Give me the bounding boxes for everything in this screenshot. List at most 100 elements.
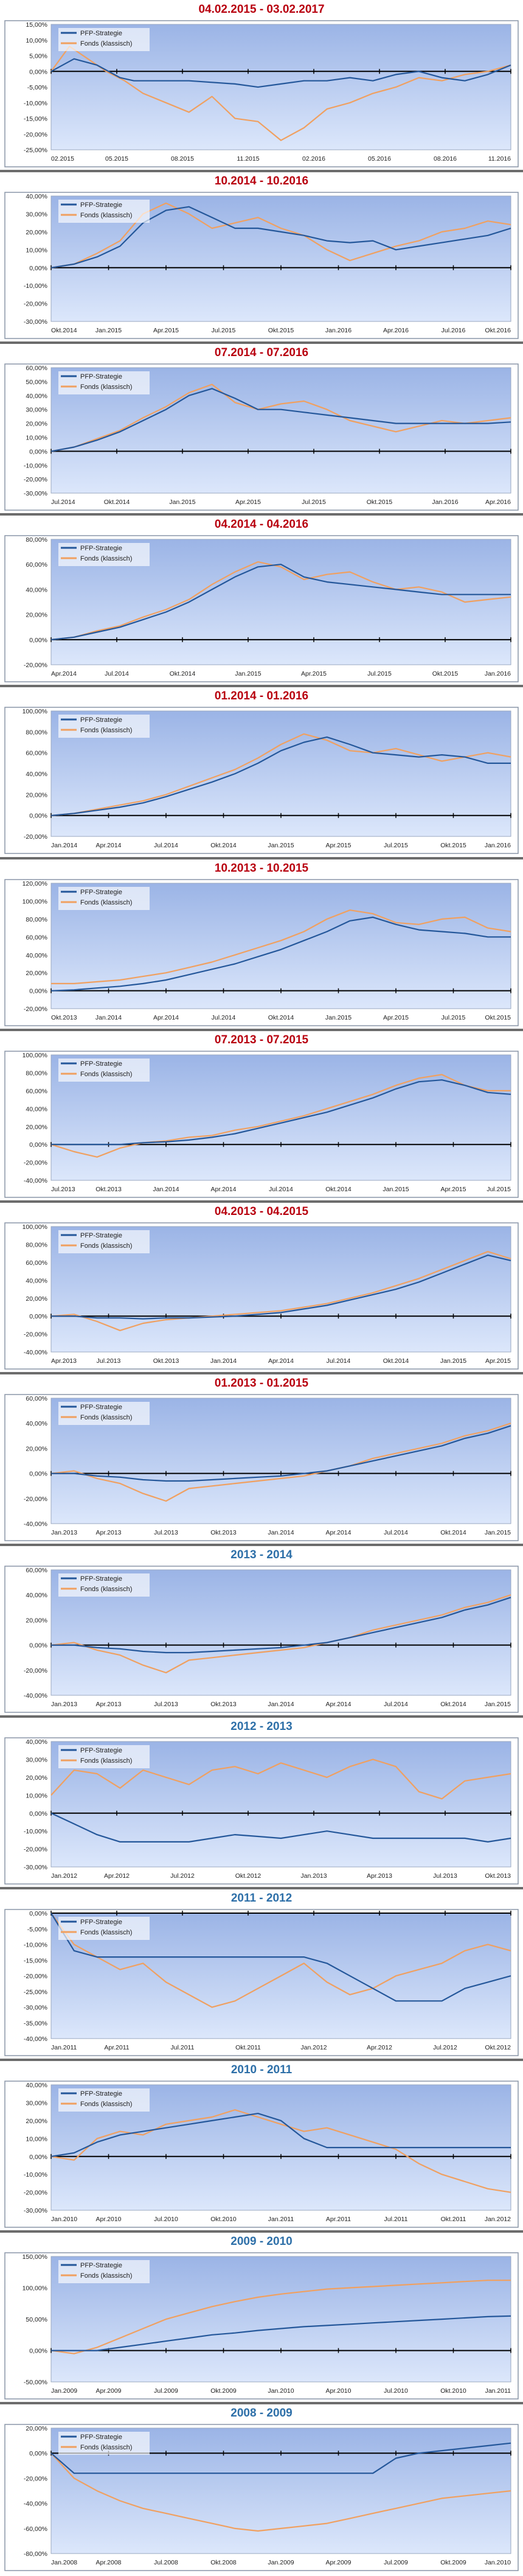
x-tick-label: Okt.2012: [485, 2045, 511, 2051]
x-tick-label: Jul.2011: [171, 2045, 195, 2051]
x-tick-label: Jan.2016: [325, 327, 352, 334]
y-tick-label: 40,00%: [26, 194, 47, 200]
x-tick-label: Jan.2015: [325, 1015, 352, 1021]
x-tick-label: Okt.2014: [268, 1015, 294, 1021]
y-tick-label: 120,00%: [23, 880, 47, 887]
chart-title: 01.2014 - 01.2016: [214, 690, 309, 703]
legend-label: PFP-Strategie: [80, 1060, 122, 1068]
line-chart: 100,00% 80,00% 60,00% 40,00% 20,00% 0,00% -20,…: [4, 1050, 519, 1198]
x-tick-label: Jul.2008: [154, 2560, 178, 2566]
x-tick-label: Okt.2013: [210, 1701, 237, 1708]
line-chart: 150,00% 100,00% 50,00% 0,00% -50,00% Jan.2009…: [4, 2252, 519, 2400]
y-tick-label: -10,00%: [24, 2172, 47, 2179]
x-tick-label: Jul.2014: [269, 1186, 293, 1193]
x-tick-label: Apr.2015: [383, 1015, 409, 1021]
line-chart: 60,00% 50,00% 40,00% 30,00% 20,00% 10,00% 0,00…: [4, 363, 519, 511]
y-tick-label: -30,00%: [24, 1864, 47, 1871]
legend: [58, 2432, 150, 2455]
y-tick-label: -30,00%: [24, 2208, 47, 2214]
x-tick-label: Jan.2008: [51, 2560, 77, 2566]
legend: [58, 886, 150, 910]
y-tick-label: 60,00%: [26, 562, 47, 569]
y-tick-label: 30,00%: [26, 1757, 47, 1763]
legend-label: PFP-Strategie: [80, 2090, 122, 2098]
x-tick-label: Jan.2016: [485, 842, 511, 849]
y-tick-label: -80,00%: [24, 2551, 47, 2558]
legend-label: Fonds (klassisch): [80, 2101, 132, 2108]
legend-label: Fonds (klassisch): [80, 2444, 132, 2451]
legend-label: Fonds (klassisch): [80, 727, 132, 734]
y-tick-label: 20,00%: [26, 2118, 47, 2125]
y-tick-label: 20,00%: [26, 970, 47, 977]
x-tick-label: Jul.2014: [384, 1530, 408, 1536]
legend-label: Fonds (klassisch): [80, 1929, 132, 1936]
y-tick-label: 80,00%: [26, 1242, 47, 1248]
y-tick-label: 10,00%: [26, 38, 47, 44]
legend: [58, 1230, 150, 1253]
y-tick-label: 60,00%: [26, 1088, 47, 1094]
x-tick-label: Jul.2009: [154, 2388, 178, 2395]
x-tick-label: Apr.2016: [485, 499, 511, 506]
line-chart: 100,00% 80,00% 60,00% 40,00% 20,00% 0,00% -20,…: [4, 1222, 519, 1370]
series-line-fonds: [50, 202, 511, 268]
chart-title: 2009 - 2010: [230, 2235, 293, 2249]
chart-title: 04.2013 - 04.2015: [214, 1205, 309, 1218]
x-tick-label: Jan.2010: [51, 2216, 77, 2223]
panel-separator: [0, 856, 523, 859]
y-tick-label: -60,00%: [24, 2526, 47, 2533]
y-tick-label: -20,00%: [24, 1496, 47, 1503]
y-tick-label: -20,00%: [24, 1160, 47, 1166]
series-line-fonds: [50, 2280, 511, 2355]
chart-title: 10.2014 - 10.2016: [214, 175, 309, 188]
series-line-fonds: [50, 45, 511, 141]
legend: [58, 1573, 150, 1597]
y-tick-label: 10,00%: [26, 2137, 47, 2143]
legend-label: Fonds (klassisch): [80, 1414, 132, 1421]
x-tick-label: Okt.2009: [440, 2560, 466, 2566]
y-tick-label: 20,00%: [26, 1295, 47, 1302]
legend-label: PFP-Strategie: [80, 373, 122, 380]
legend: [58, 371, 150, 395]
x-tick-label: Jan.2014: [51, 842, 77, 849]
series-line-pfp-strategie: [51, 1079, 511, 1145]
legend: [58, 2088, 150, 2112]
x-tick-label: Jul.2013: [97, 1358, 121, 1365]
legend-label: PFP-Strategie: [80, 201, 122, 209]
y-tick-label: -40,00%: [24, 2036, 47, 2043]
y-tick-label: -30,00%: [24, 319, 47, 326]
x-tick-label: Apr.2012: [104, 1873, 130, 1880]
legend: [58, 543, 150, 567]
y-tick-label: -20,00%: [24, 1973, 47, 1980]
legend: [58, 1401, 150, 1425]
x-tick-label: Jul.2012: [170, 1873, 195, 1880]
legend-label: Fonds (klassisch): [80, 383, 132, 391]
panel-separator: [0, 2402, 523, 2405]
x-tick-label: Okt.2014: [51, 327, 77, 334]
x-tick-label: Apr.2015: [301, 671, 327, 677]
legend: [58, 715, 150, 738]
x-tick-label: 05.2015: [105, 156, 128, 163]
x-tick-label: Jan.2010: [268, 2388, 294, 2395]
y-tick-label: -25,00%: [24, 1989, 47, 1996]
y-tick-label: -50,00%: [24, 2379, 47, 2386]
panel-separator: [0, 341, 523, 345]
x-tick-label: Apr.2013: [367, 1873, 392, 1880]
x-tick-label: Okt.2013: [485, 1873, 511, 1880]
y-tick-label: 40,00%: [26, 1421, 47, 1427]
y-tick-label: 20,00%: [26, 612, 47, 619]
x-tick-label: Apr.2014: [211, 1186, 237, 1193]
chart-title: 04.2014 - 04.2016: [214, 518, 309, 531]
chart-title: 10.2013 - 10.2015: [214, 861, 309, 875]
x-tick-label: Jan.2009: [51, 2388, 77, 2395]
line-chart: 80,00% 60,00% 40,00% 20,00% 0,00% -20,00% Apr.…: [4, 535, 519, 683]
x-tick-label: Jul.2015: [302, 499, 326, 506]
y-tick-label: -15,00%: [24, 116, 47, 123]
chart-title: 2011 - 2012: [230, 1892, 293, 1905]
y-tick-label: 20,00%: [26, 1617, 47, 1624]
y-tick-label: 100,00%: [23, 2286, 47, 2292]
panel-separator: [0, 2230, 523, 2233]
series-line-pfp-strategie: [50, 1812, 511, 1843]
y-tick-label: 60,00%: [26, 1567, 47, 1574]
x-tick-label: Okt.2010: [440, 2388, 466, 2395]
y-tick-label: 100,00%: [23, 898, 47, 905]
